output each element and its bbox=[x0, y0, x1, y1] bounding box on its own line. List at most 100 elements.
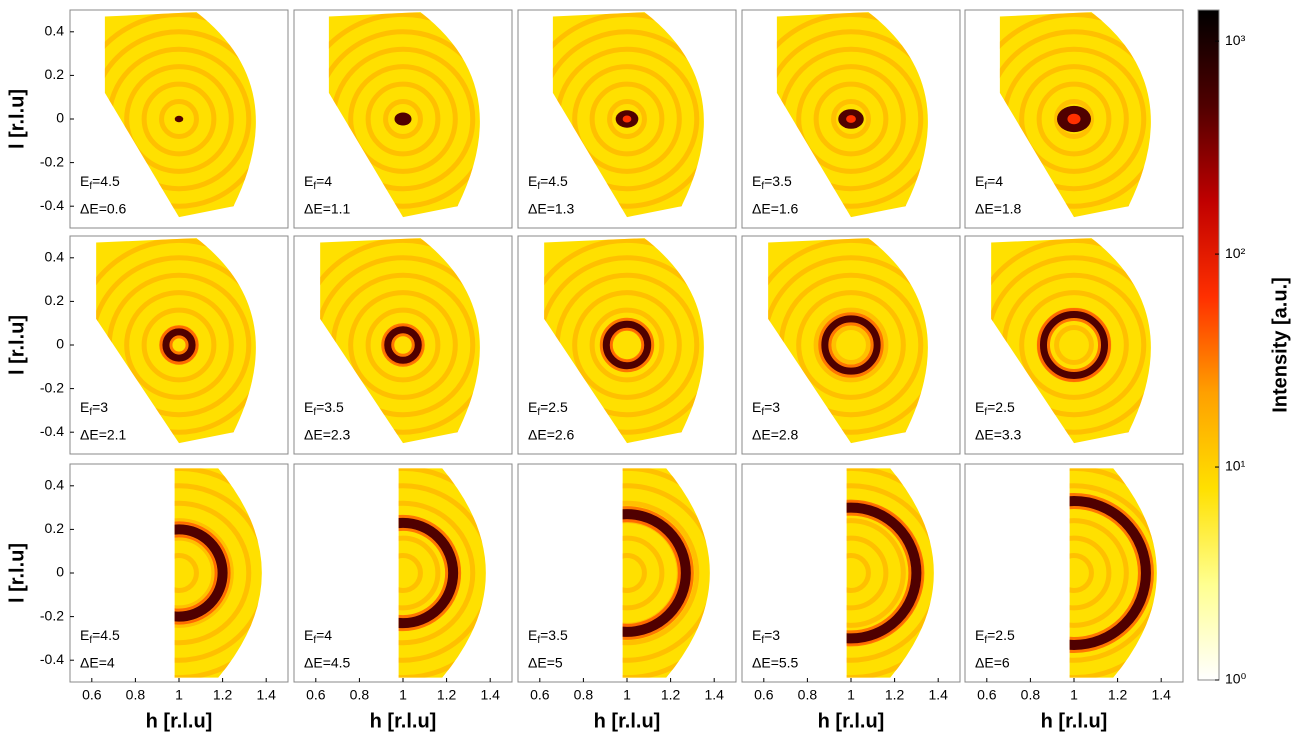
colorbar: 10⁰ 10¹ 10² 10³ Intensity [a.u.] bbox=[1197, 9, 1291, 687]
background-stripe bbox=[174, 483, 262, 663]
x-axis-label: h [r.l.u] bbox=[1041, 710, 1108, 732]
background-stripe bbox=[991, 238, 1151, 444]
de-annotation: ΔE=1.3 bbox=[528, 201, 575, 217]
ef-part: E bbox=[80, 399, 89, 415]
ef-part: f bbox=[313, 181, 316, 192]
x-tick-label: 1.4 bbox=[480, 687, 500, 703]
x-tick-label: 1.2 bbox=[213, 687, 233, 703]
panel-frame bbox=[293, 235, 513, 455]
de-annotation: ΔE=1.8 bbox=[975, 201, 1022, 217]
ef-part: =3 bbox=[764, 627, 780, 643]
background-stripe bbox=[622, 468, 710, 678]
ef-part: =4.5 bbox=[92, 173, 120, 189]
x-axis-label: h [r.l.u] bbox=[146, 710, 213, 732]
background-stripe bbox=[398, 483, 486, 663]
de-annotation: ΔE=0.6 bbox=[80, 201, 127, 217]
background-stripe bbox=[622, 553, 647, 593]
background-stripe bbox=[365, 307, 441, 383]
background-stripe bbox=[1054, 325, 1094, 365]
ef-part: E bbox=[528, 627, 537, 643]
y-tick-label: -0.4 bbox=[40, 423, 64, 439]
panel-frame bbox=[517, 235, 737, 455]
panel: Ef=4.5 ΔE=1.3 bbox=[517, 9, 737, 229]
scattering-ring bbox=[622, 509, 691, 637]
y-tick-label: 0.2 bbox=[45, 66, 65, 82]
panel-frame bbox=[741, 9, 961, 229]
ef-part: f bbox=[761, 407, 764, 418]
panel-frame bbox=[741, 235, 961, 455]
panel: Ef=3.5 ΔE=5 0.6 0.8 1 1.2 1.4 h [r.l.u] bbox=[517, 463, 737, 732]
ef-part: E bbox=[80, 627, 89, 643]
background-stripe bbox=[552, 12, 704, 218]
de-annotation: ΔE=4 bbox=[80, 655, 115, 671]
y-tick-label: 0.4 bbox=[45, 23, 65, 39]
panel: Ef=3 ΔE=2.8 bbox=[741, 235, 961, 455]
ef-annotation: Ef=4 bbox=[975, 173, 1003, 192]
ef-part: =3.5 bbox=[316, 399, 344, 415]
x-tick-label: 1 bbox=[847, 687, 855, 703]
scattering-ring bbox=[1039, 310, 1109, 380]
ef-part: E bbox=[975, 399, 984, 415]
background-stripe bbox=[846, 468, 934, 678]
ef-part: f bbox=[89, 635, 92, 646]
background-stripe bbox=[398, 553, 423, 593]
background-stripe bbox=[1019, 290, 1129, 400]
panel: Ef=3.5 ΔE=2.3 bbox=[293, 235, 513, 455]
y-tick-label: 0 bbox=[56, 336, 64, 352]
y-axis-label: l [r.l.u] bbox=[6, 315, 28, 375]
panel-frame bbox=[964, 235, 1184, 455]
scattering-ring bbox=[162, 328, 196, 362]
ef-part: =4 bbox=[316, 627, 332, 643]
background-stripe bbox=[174, 518, 234, 628]
background-stripe bbox=[320, 238, 480, 444]
ef-part: f bbox=[313, 407, 316, 418]
ef-part: f bbox=[984, 181, 987, 192]
de-annotation: ΔE=2.8 bbox=[752, 427, 799, 443]
background-stripe bbox=[999, 12, 1151, 218]
ef-part: =4.5 bbox=[92, 627, 120, 643]
ef-annotation: Ef=3.5 bbox=[528, 627, 568, 646]
ef-annotation: Ef=3.5 bbox=[304, 399, 344, 418]
ef-part: f bbox=[984, 407, 987, 418]
background-stripe bbox=[141, 81, 217, 157]
x-tick-label: 0.8 bbox=[574, 687, 594, 703]
ef-part: f bbox=[89, 407, 92, 418]
x-tick-label: 1.4 bbox=[1151, 687, 1171, 703]
ef-annotation: Ef=3 bbox=[752, 627, 780, 646]
background-stripe bbox=[846, 483, 934, 663]
x-tick-label: 1.2 bbox=[661, 687, 681, 703]
x-tick-label: 1.4 bbox=[928, 687, 948, 703]
background-stripe bbox=[831, 325, 871, 365]
ef-annotation: Ef=4 bbox=[304, 173, 332, 192]
y-tick-label: 0 bbox=[56, 564, 64, 580]
background-stripe bbox=[831, 99, 871, 139]
ef-annotation: Ef=3 bbox=[752, 399, 780, 418]
background-stripe bbox=[768, 238, 928, 444]
y-tick-label: 0.2 bbox=[45, 520, 65, 536]
background-stripe bbox=[328, 12, 480, 218]
x-tick-label: 0.6 bbox=[754, 687, 774, 703]
background-stripe bbox=[776, 29, 928, 209]
background-stripe bbox=[776, 12, 928, 218]
x-tick-label: 0.6 bbox=[530, 687, 550, 703]
scattering-ring bbox=[1069, 496, 1151, 650]
x-tick-label: 0.6 bbox=[977, 687, 997, 703]
background-stripe bbox=[124, 290, 234, 400]
colorbar-tick-label: 10⁰ bbox=[1225, 671, 1247, 687]
background-stripe bbox=[552, 29, 704, 209]
x-tick-label: 1.2 bbox=[1108, 687, 1128, 703]
panel: Ef=2.5 ΔE=3.3 bbox=[964, 235, 1184, 455]
spot-core bbox=[1067, 113, 1081, 125]
background-stripe bbox=[174, 553, 199, 593]
ef-annotation: Ef=2.5 bbox=[975, 399, 1015, 418]
background-stripe bbox=[589, 81, 665, 157]
ef-part: f bbox=[89, 181, 92, 192]
ef-part: =3 bbox=[92, 399, 108, 415]
background-stripe bbox=[398, 500, 476, 646]
x-tick-label: 1.4 bbox=[704, 687, 724, 703]
de-annotation: ΔE=5.5 bbox=[752, 655, 799, 671]
x-tick-label: 1 bbox=[623, 687, 631, 703]
panel: Ef=4 ΔE=1.8 bbox=[964, 9, 1184, 229]
background-stripe bbox=[622, 483, 710, 663]
